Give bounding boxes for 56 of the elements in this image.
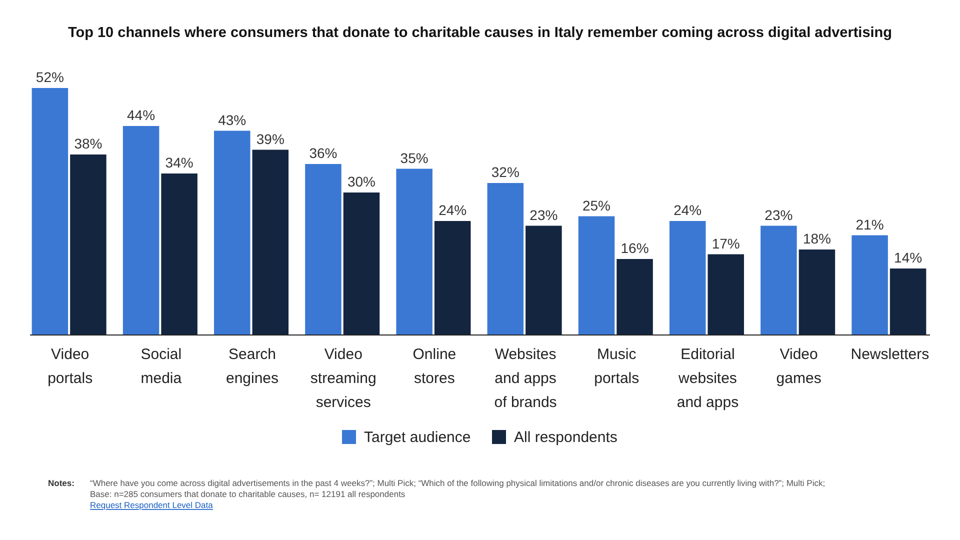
text: “Where have you come across digital advertisements in the past 4 weeks?”; Multi Pick; “Which of the following physical limitations and/or chronic diseases are you currently living with?”; Multi Pick; Base: n=285 consumers that donate to charitable causes, n= 12191 all respondents — [90, 478, 828, 499]
data-label: 38% — [74, 136, 102, 152]
text: Notes: — [48, 478, 75, 488]
bar — [70, 154, 106, 335]
bar — [890, 268, 926, 335]
x-tick-label: Websites and apps of brands — [494, 346, 557, 411]
bar — [578, 216, 615, 335]
data-label: 24% — [674, 202, 702, 218]
x-tick-label: Newsletters — [850, 346, 930, 363]
data-label: 32% — [491, 164, 520, 180]
x-tick-label: Social media — [140, 346, 182, 387]
x-tick-label: Video portals — [48, 346, 93, 387]
bar — [32, 88, 68, 335]
chart-title: Top 10 channels where consumers that donate to charitable causes in Italy remember coming across digital advertising — [68, 25, 892, 41]
bar — [669, 221, 706, 335]
data-label: 23% — [764, 206, 793, 223]
data-label: 17% — [712, 235, 740, 252]
data-label: 43% — [218, 112, 246, 128]
text: Request Respondent Level Data — [90, 500, 214, 510]
data-label: 52% — [36, 69, 64, 85]
data-label: 36% — [309, 145, 338, 161]
x-tick-label: Online stores — [412, 346, 456, 387]
legend-label: Target audience — [364, 429, 471, 446]
bar — [161, 174, 198, 335]
bar — [343, 192, 380, 335]
data-label: 39% — [256, 130, 284, 147]
bar — [852, 235, 888, 335]
bar — [252, 150, 289, 335]
bar — [487, 183, 524, 335]
bar — [396, 168, 432, 335]
data-label: 14% — [894, 250, 922, 266]
data-label: 23% — [530, 206, 558, 223]
bar — [434, 221, 471, 335]
data-label: 21% — [856, 216, 884, 232]
bar — [760, 226, 797, 335]
x-tick-label: Video games — [776, 346, 822, 387]
bar — [122, 126, 160, 335]
data-label: 16% — [620, 240, 649, 256]
bar — [305, 164, 342, 335]
x-tick-label: Video streaming services — [310, 346, 376, 411]
data-label: 34% — [165, 154, 194, 170]
x-tick-label: Editorial websites and apps — [676, 346, 739, 411]
data-label: 44% — [127, 107, 156, 123]
bar — [526, 226, 562, 335]
bar — [214, 130, 250, 335]
data-label: 24% — [438, 202, 467, 218]
bar — [708, 254, 744, 335]
bar — [616, 259, 653, 335]
data-label: 25% — [582, 197, 611, 214]
legend-label: All respondents — [514, 429, 618, 446]
x-tick-label: Music portals — [594, 346, 640, 387]
x-tick-label: Search engines — [226, 346, 279, 387]
data-label: 35% — [400, 150, 428, 166]
data-label: 18% — [802, 230, 831, 246]
data-label: 30% — [347, 174, 376, 190]
bar — [798, 250, 836, 335]
